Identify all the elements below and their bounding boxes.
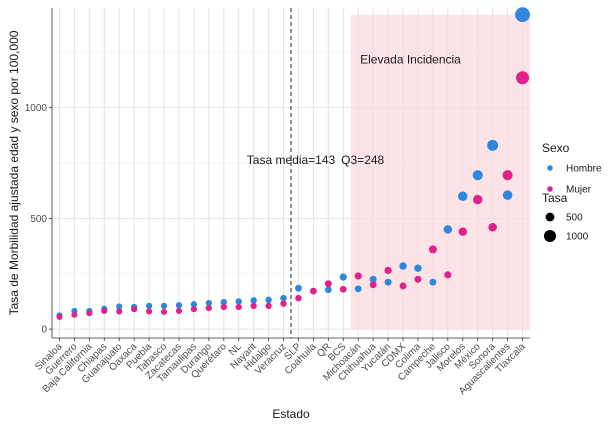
point-mujer <box>488 222 497 232</box>
point-mujer <box>354 272 362 280</box>
point-hombre <box>324 286 332 294</box>
point-hombre <box>175 302 183 309</box>
point-mujer <box>71 311 78 318</box>
legend-key-mujer <box>547 186 553 192</box>
point-mujer <box>131 306 138 313</box>
y-axis-title: Tasa de Morbilidad ajustada edad y sexo … <box>7 30 21 315</box>
point-hombre <box>443 225 453 234</box>
point-mujer <box>175 307 183 315</box>
y-tick-label: 1000 <box>25 103 48 114</box>
point-mujer <box>458 227 468 236</box>
point-hombre <box>339 273 347 281</box>
point-mujer <box>160 308 168 315</box>
point-hombre <box>190 301 198 308</box>
point-mujer <box>369 281 377 289</box>
annotation-label: Elevada Incidencia <box>360 52 461 66</box>
point-hombre <box>295 284 302 292</box>
annotations: Tasa media=143 Q3=248 Elevada Incidencia <box>247 52 461 167</box>
point-mujer <box>324 280 332 288</box>
point-hombre <box>235 298 242 305</box>
point-mujer <box>295 294 302 302</box>
point-hombre <box>502 190 513 200</box>
y-tick-label: 0 <box>41 325 47 336</box>
point-hombre <box>414 264 422 272</box>
legend-label-hombre: Hombre <box>566 164 602 175</box>
legend-title-sexo: Sexo <box>542 141 570 155</box>
legend-title-tasa: Tasa <box>542 191 568 205</box>
legend-size-label: 500 <box>566 213 583 224</box>
point-hombre <box>487 139 499 151</box>
point-mujer <box>265 302 272 310</box>
point-mujer <box>250 302 257 310</box>
point-mujer <box>516 71 530 85</box>
point-hombre <box>472 170 483 181</box>
point-mujer <box>414 275 422 283</box>
annotation-label: Q3=248 <box>341 153 384 167</box>
legend-key-hombre <box>547 165 553 171</box>
point-hombre <box>515 7 530 23</box>
y-axis: 0 500 1000 <box>25 8 53 338</box>
point-mujer <box>280 300 287 307</box>
point-mujer <box>86 310 93 317</box>
point-hombre <box>205 299 213 307</box>
point-hombre <box>160 302 168 310</box>
point-hombre <box>384 278 392 286</box>
point-hombre <box>250 297 257 304</box>
point-mujer <box>220 303 227 311</box>
point-mujer <box>473 194 483 205</box>
point-mujer <box>310 287 317 295</box>
legend-size-key <box>545 212 555 222</box>
point-hombre <box>280 294 287 302</box>
data-points <box>56 7 530 320</box>
point-hombre <box>429 278 437 286</box>
high-incidence-region <box>350 14 530 330</box>
point-hombre <box>116 303 123 310</box>
y-tick-label: 500 <box>30 214 47 225</box>
point-mujer <box>190 306 197 313</box>
point-mujer <box>384 266 392 275</box>
point-mujer <box>146 308 153 315</box>
point-mujer <box>235 303 242 311</box>
point-hombre <box>265 296 272 304</box>
point-mujer <box>205 304 212 312</box>
point-hombre <box>399 262 407 270</box>
point-mujer <box>339 285 347 293</box>
point-mujer <box>116 308 123 315</box>
point-hombre <box>354 285 362 293</box>
point-hombre <box>369 275 377 283</box>
legend-size-label: 1000 <box>566 232 589 243</box>
legend-label-mujer: Mujer <box>566 185 592 196</box>
point-hombre <box>458 191 468 201</box>
point-mujer <box>502 170 513 181</box>
annotation-label: Tasa media=143 <box>247 153 336 167</box>
point-mujer <box>399 282 407 290</box>
point-mujer <box>444 271 452 279</box>
point-mujer <box>101 307 108 315</box>
point-hombre <box>145 302 153 310</box>
point-mujer <box>428 245 437 254</box>
legend-size-key <box>543 229 557 243</box>
point-mujer <box>56 313 63 320</box>
point-hombre <box>220 298 227 306</box>
x-axis-title: Estado <box>272 407 310 421</box>
